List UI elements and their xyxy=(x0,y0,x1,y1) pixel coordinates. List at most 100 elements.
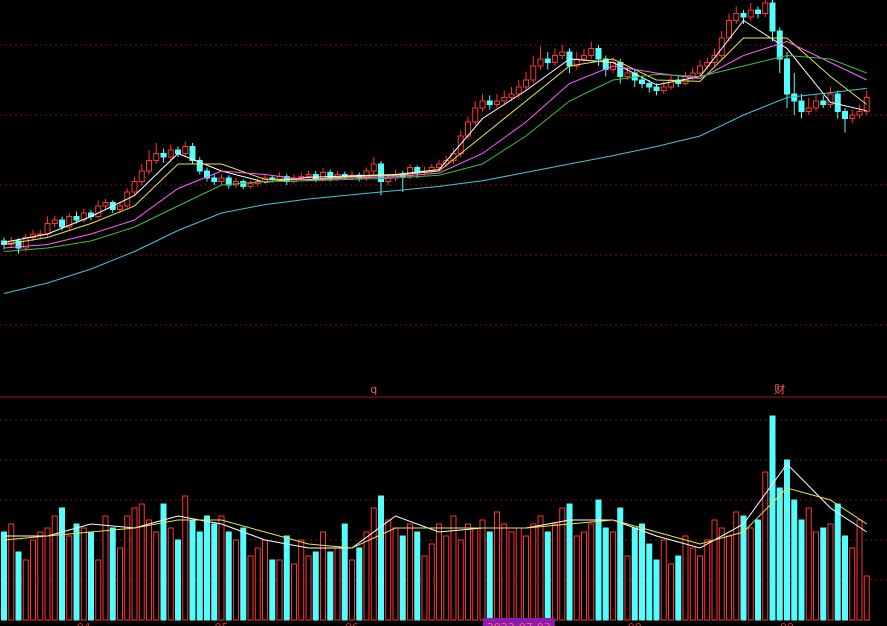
candle-body xyxy=(595,48,602,60)
volume-bar xyxy=(834,503,841,621)
average-line xyxy=(4,463,868,549)
candle-body xyxy=(80,212,87,221)
candle-body xyxy=(747,9,754,18)
candle-body xyxy=(834,93,841,112)
volume-bar xyxy=(508,531,515,621)
volume-bar xyxy=(595,499,602,621)
candle-body xyxy=(537,58,544,67)
volume-bar xyxy=(392,527,399,621)
volume-bar xyxy=(624,555,631,621)
volume-bar xyxy=(73,523,80,621)
volume-bar xyxy=(262,539,268,621)
volume-bar xyxy=(849,547,856,621)
volume-bar xyxy=(189,519,196,621)
annotation: 财 xyxy=(774,382,785,396)
candle-body xyxy=(167,149,174,158)
volume-bar xyxy=(755,519,761,621)
candle-body xyxy=(842,111,848,119)
candle-body xyxy=(653,86,660,91)
candle-body xyxy=(30,233,36,238)
volume-bar xyxy=(51,515,58,621)
candle-body xyxy=(762,2,769,14)
candle-body xyxy=(617,62,624,77)
candle-body xyxy=(733,13,740,21)
candle-body xyxy=(51,219,58,224)
average-line xyxy=(3,37,868,245)
candle-body xyxy=(182,146,189,154)
volume-bar xyxy=(530,523,537,621)
volume-bar xyxy=(465,523,471,621)
candle-body xyxy=(813,100,819,109)
date-highlight xyxy=(482,618,555,626)
volume-bar xyxy=(218,515,225,621)
candle-body xyxy=(486,100,493,105)
candle-body xyxy=(73,216,80,221)
volume-bar xyxy=(573,535,580,621)
volume-bar xyxy=(117,547,123,621)
average-line xyxy=(3,40,867,249)
volume-bar xyxy=(559,507,566,621)
candle-body xyxy=(479,100,486,109)
volume-bar xyxy=(726,535,732,621)
volume-bar xyxy=(544,531,551,621)
volume-bar xyxy=(697,555,703,621)
volume-bar xyxy=(407,523,413,621)
candle-body xyxy=(668,79,674,88)
candle-body xyxy=(327,171,334,179)
volume-bar xyxy=(196,531,203,621)
volume-bar xyxy=(704,539,711,621)
volume-bar xyxy=(66,535,73,621)
candle-body xyxy=(791,93,798,102)
candle-body xyxy=(472,107,479,123)
candle-body xyxy=(718,37,725,56)
candle-body xyxy=(856,111,863,116)
candle-body xyxy=(508,93,515,98)
average-line xyxy=(3,87,867,294)
candle-body xyxy=(363,170,370,179)
volume-bar xyxy=(639,523,645,621)
volume-bar xyxy=(675,555,682,621)
average-line xyxy=(3,54,867,252)
candle-body xyxy=(247,183,254,187)
volume-bar xyxy=(617,507,624,621)
volume-bar xyxy=(95,559,102,621)
candle-body xyxy=(740,13,747,18)
volume-bar xyxy=(363,531,370,621)
volume-panel xyxy=(0,415,887,621)
volume-bar xyxy=(414,531,421,621)
volume-bar xyxy=(552,523,558,621)
volume-bar xyxy=(668,563,674,621)
candle-body xyxy=(370,163,377,172)
candle-body xyxy=(769,2,776,32)
candle-body xyxy=(436,163,442,168)
candle-body xyxy=(523,79,529,88)
volume-bar xyxy=(581,531,587,621)
candle-body xyxy=(44,223,51,235)
volume-bar xyxy=(320,531,326,621)
volume-bar xyxy=(153,531,160,621)
volume-bar xyxy=(523,535,529,621)
candle-body xyxy=(726,20,732,39)
volume-bar xyxy=(291,563,297,621)
volume-bar xyxy=(146,519,152,621)
volume-bar xyxy=(22,559,29,621)
volume-bar xyxy=(182,495,189,621)
candle-body xyxy=(559,51,566,56)
candle-body xyxy=(805,107,812,112)
volume-bar xyxy=(80,527,87,621)
volume-bar xyxy=(124,515,131,621)
candle-body xyxy=(624,72,631,77)
volume-bar xyxy=(349,559,355,621)
volume-bar xyxy=(131,507,138,621)
candle-body xyxy=(675,79,682,84)
candle-body xyxy=(117,205,123,210)
volume-bar xyxy=(863,575,870,621)
volume-bar xyxy=(450,515,457,621)
candle-body xyxy=(428,167,435,172)
candle-body xyxy=(820,100,827,105)
candle-body xyxy=(849,114,856,119)
volume-bar xyxy=(682,535,689,621)
candle-body xyxy=(204,170,210,179)
